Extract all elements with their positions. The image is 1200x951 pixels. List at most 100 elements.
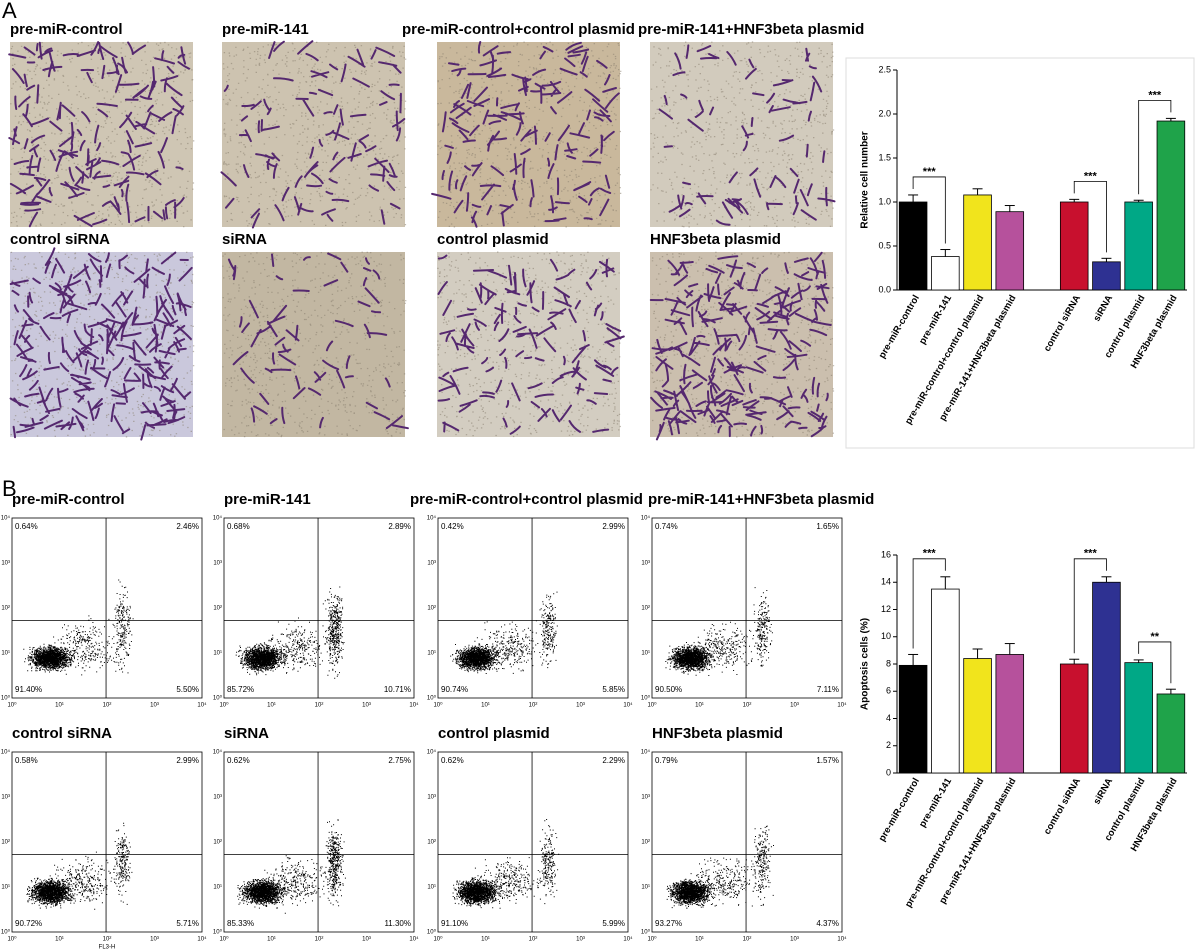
y-tick-label: 10⁴ (641, 515, 651, 522)
significance-label: *** (1084, 170, 1098, 182)
y-tick-label: 10² (427, 606, 436, 612)
bar (1059, 663, 1089, 774)
y-tick-label: 10³ (641, 561, 650, 567)
quadrant-percent: 0.42% (441, 522, 464, 531)
significance-label: *** (1148, 89, 1162, 101)
y-tick-label: 10² (1, 840, 10, 846)
x-tick-label: 10⁰ (433, 702, 443, 709)
bar (963, 194, 992, 291)
significance-label: *** (923, 548, 937, 560)
y-tick-label: 10⁰ (1, 695, 11, 702)
y-tick-label: 1.5 (878, 152, 891, 162)
x-tick-label: 10² (743, 937, 752, 943)
plot-label: pre-miR-control+control plasmid (410, 491, 643, 508)
x-tick-label: 10⁴ (197, 702, 207, 709)
plot-label: pre-miR-control (12, 491, 125, 508)
quadrant-percent: 85.33% (227, 919, 254, 928)
x-tick-label: 10⁰ (647, 936, 657, 943)
y-tick-label: 10⁰ (641, 695, 651, 702)
image-label: control siRNA (10, 231, 110, 248)
y-tick-label: 10⁰ (1, 929, 11, 936)
bar (1059, 201, 1089, 291)
bar (1156, 120, 1186, 291)
x-tick-label: 10⁰ (647, 702, 657, 709)
cell-events (235, 586, 345, 679)
x-tick-label: 10⁴ (837, 936, 847, 943)
y-tick-label: 1.0 (878, 196, 891, 206)
plot-label: control plasmid (438, 725, 550, 742)
bar (995, 654, 1025, 774)
y-tick-label: 0 (886, 767, 891, 777)
y-tick-label: 10³ (641, 795, 650, 801)
bar (931, 256, 960, 291)
x-tick-label: 10⁰ (219, 702, 229, 709)
quadrant-percent: 2.99% (602, 522, 625, 531)
panel-label: A (2, 0, 17, 23)
quadrant-percent: 91.10% (441, 919, 468, 928)
x-tick-label: 10³ (150, 937, 159, 943)
y-tick-label: 10¹ (1, 885, 10, 891)
bar (898, 664, 928, 774)
plot-frame (437, 751, 629, 933)
y-tick-label: 10¹ (427, 651, 436, 657)
quadrant-percent: 10.71% (384, 685, 411, 694)
image-label: control plasmid (437, 231, 549, 248)
x-tick-label: 10³ (576, 937, 585, 943)
x-tick-label: 10³ (150, 703, 159, 709)
y-tick-label: 10² (641, 840, 650, 846)
quadrant-percent: 1.65% (816, 522, 839, 531)
x-tick-label: 10⁰ (433, 936, 443, 943)
significance-bracket (912, 558, 946, 649)
quadrant-percent: 2.75% (388, 756, 411, 765)
y-tick-label: 10² (641, 606, 650, 612)
x-tick-label: 10³ (362, 703, 371, 709)
cell-events (450, 591, 558, 674)
y-tick-label: 10⁴ (427, 515, 437, 522)
y-tick-label: 10⁴ (213, 749, 223, 756)
bar (995, 211, 1025, 291)
y-tick-label: 8 (886, 658, 891, 668)
quadrant-percent: 2.46% (176, 522, 199, 531)
x-tick-label: siRNA (1091, 293, 1115, 323)
stained-cells (658, 44, 836, 226)
plot-frame (651, 517, 843, 699)
panel-label: B (2, 476, 17, 501)
quadrant-percent: 0.68% (227, 522, 250, 531)
y-tick-label: 10¹ (641, 651, 650, 657)
y-tick-label: 10⁴ (1, 515, 11, 522)
x-tick-label: 10⁴ (409, 702, 419, 709)
y-tick-label: 10² (1, 606, 10, 612)
y-tick-label: 14 (881, 577, 891, 587)
image-label: pre-miR-control+control plasmid (402, 21, 635, 38)
y-tick-label: 10² (213, 840, 222, 846)
bar (1124, 201, 1153, 291)
x-tick-label: 10³ (790, 703, 799, 709)
x-tick-label: 10⁴ (197, 936, 207, 943)
x-tick-label: 10¹ (481, 937, 490, 943)
x-tick-label: 10¹ (695, 703, 704, 709)
cell-events (23, 579, 134, 676)
y-tick-label: 2 (886, 740, 891, 750)
bar (931, 588, 960, 774)
y-tick-label: 10 (881, 631, 891, 641)
plot-frame (437, 517, 629, 699)
quadrant-percent: 90.72% (15, 919, 42, 928)
quadrant-percent: 91.40% (15, 685, 42, 694)
x-tick-label: 10¹ (695, 937, 704, 943)
bar (1092, 581, 1121, 774)
y-tick-label: 10⁴ (1, 749, 11, 756)
bar (898, 201, 928, 291)
x-tick-label: pre-miR-141 (917, 293, 954, 347)
x-tick-label: 10¹ (55, 937, 64, 943)
significance-bracket (1073, 180, 1107, 253)
significance-label: *** (923, 166, 937, 178)
chart-frame (845, 57, 1195, 449)
quadrant-percent: 1.57% (816, 756, 839, 765)
y-tick-label: 6 (886, 686, 891, 696)
quadrant-percent: 2.99% (176, 756, 199, 765)
quadrant-percent: 90.50% (655, 685, 682, 694)
y-tick-label: 10³ (427, 561, 436, 567)
micrograph (222, 42, 405, 227)
quadrant-percent: 11.30% (384, 919, 411, 928)
y-tick-label: 10² (213, 606, 222, 612)
